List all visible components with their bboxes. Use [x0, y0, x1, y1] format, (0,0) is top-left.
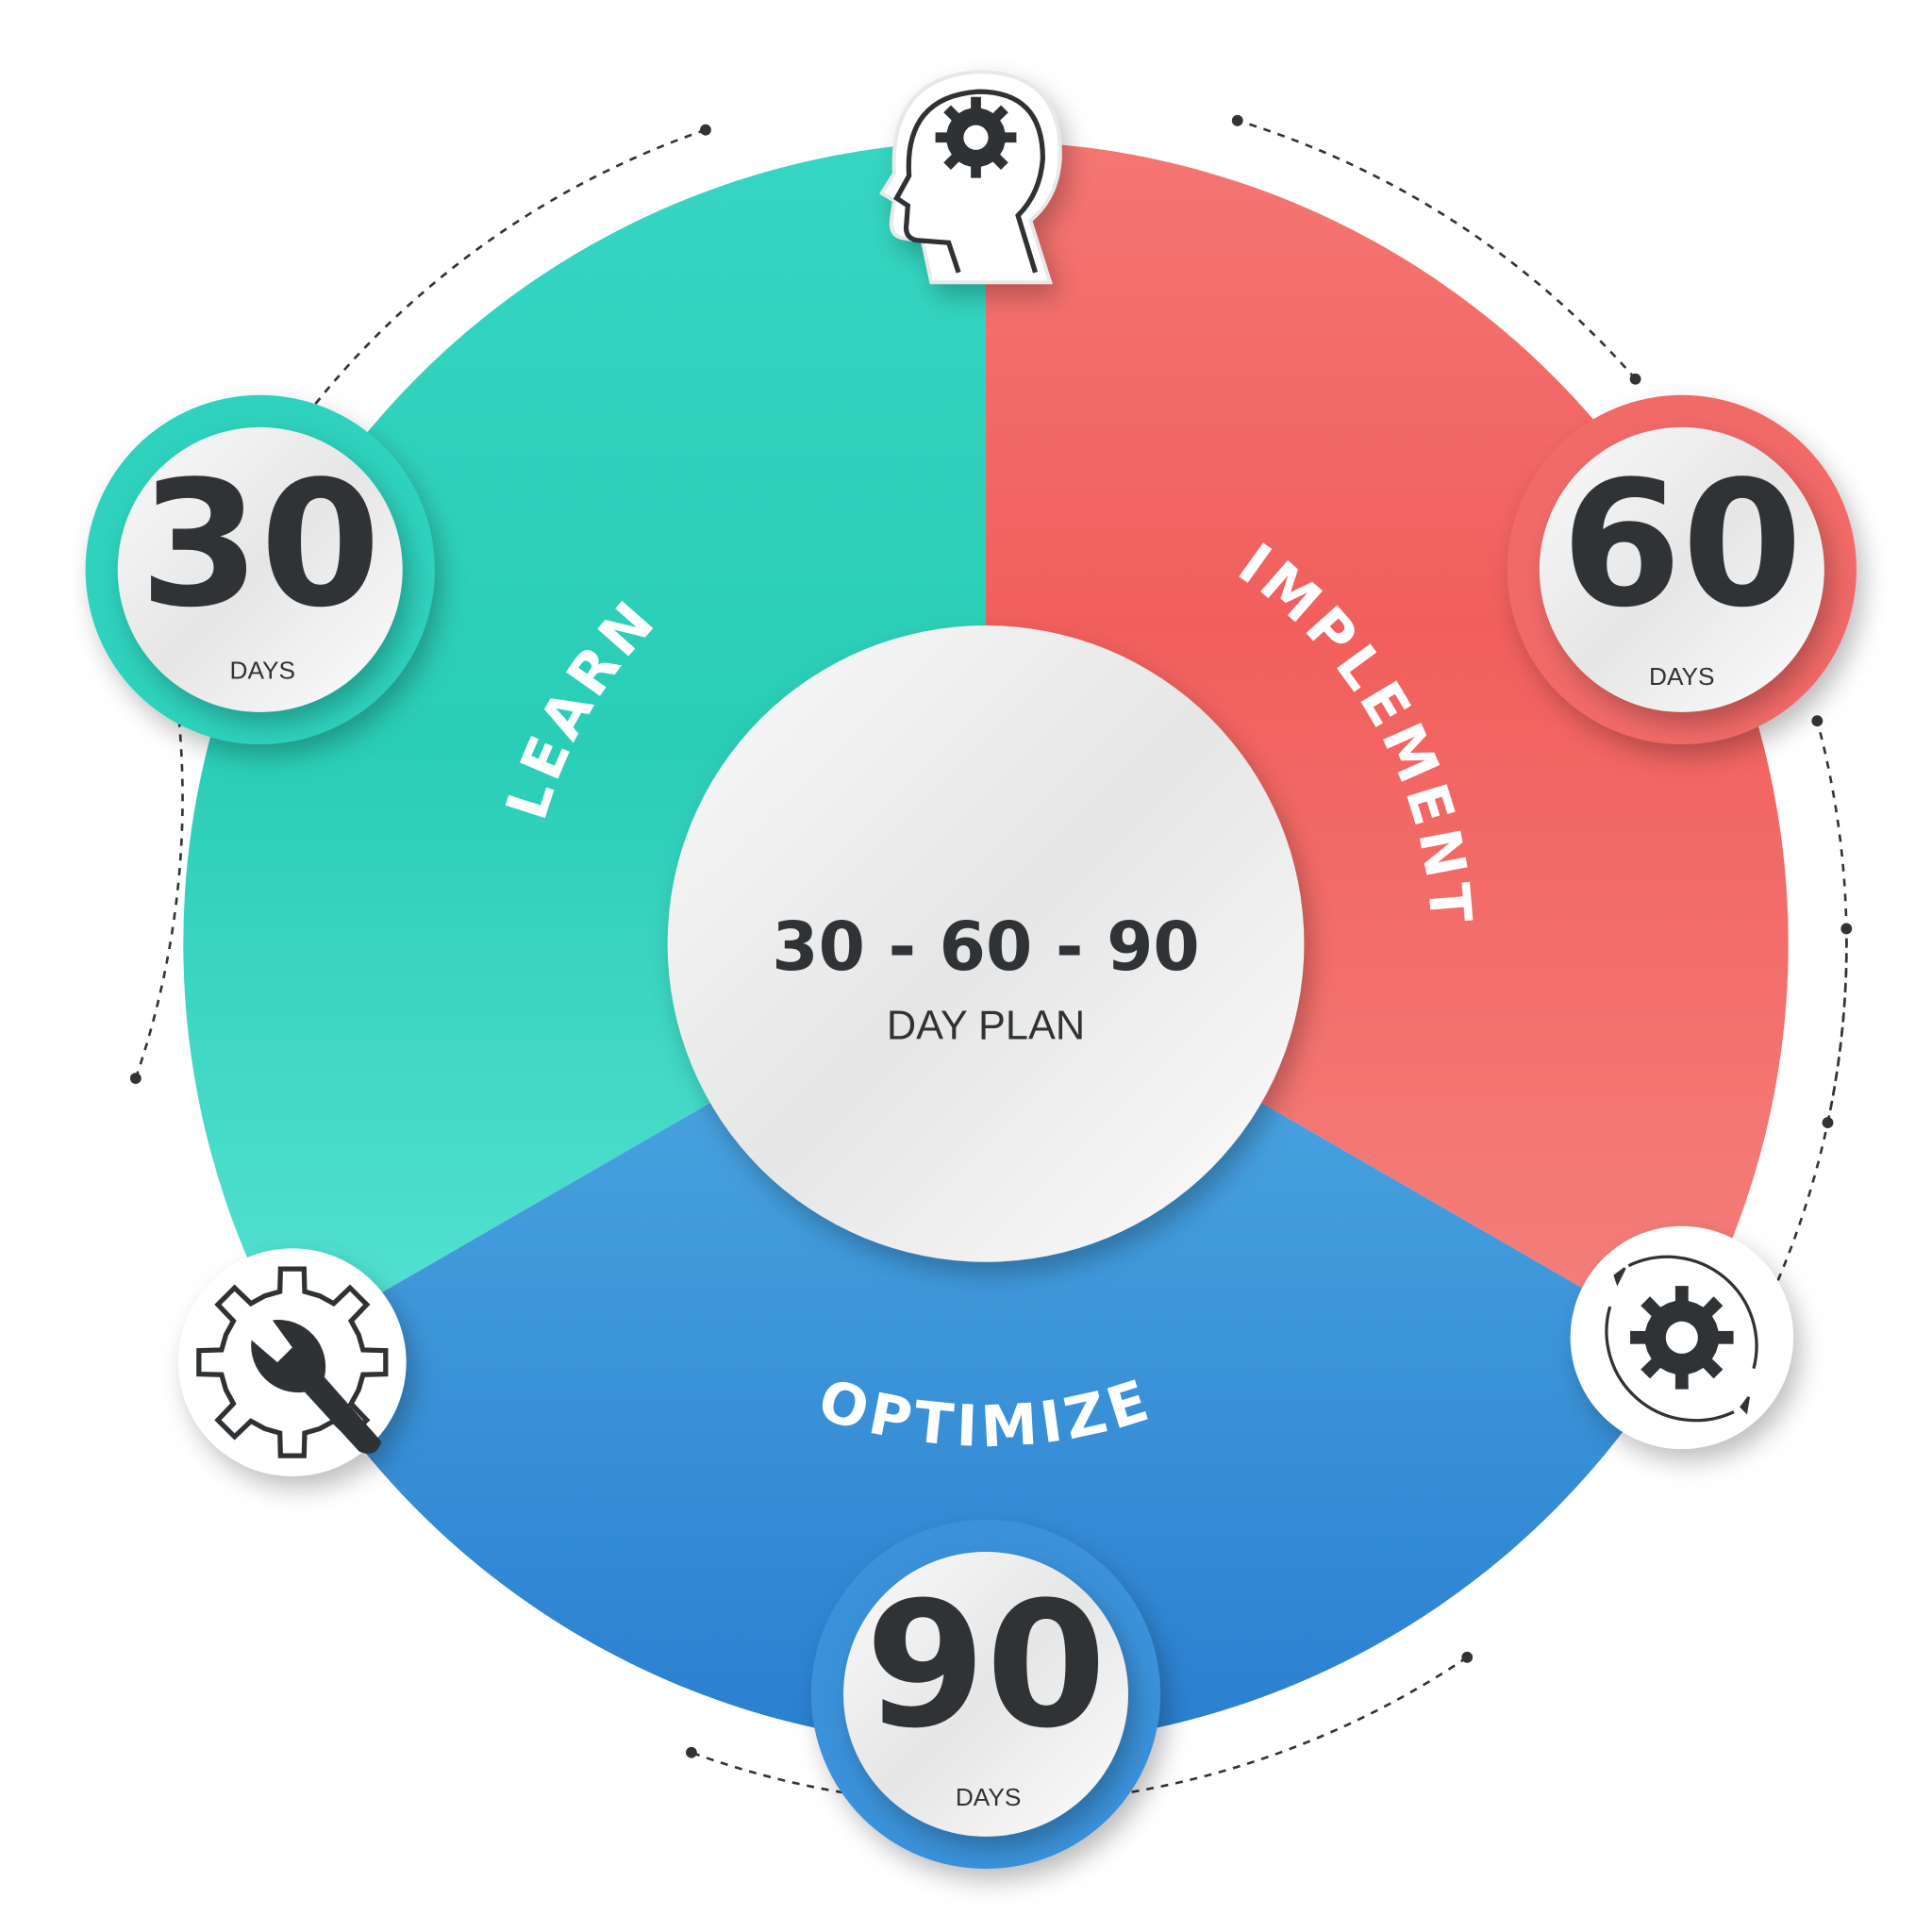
cycle-gear-icon — [1570, 1225, 1793, 1449]
badge-60-days: 60 DAYS — [1507, 394, 1857, 745]
center-circle — [667, 625, 1305, 1262]
arc-endpoint-dot — [129, 1073, 142, 1085]
arc-endpoint-dot — [1822, 1117, 1834, 1128]
arc-endpoint-dot — [686, 1746, 697, 1758]
badge-number: 60 — [1561, 444, 1803, 646]
arc-endpoint-dot — [1461, 1651, 1474, 1663]
badge-unit: DAYS — [956, 1783, 1022, 1811]
arc-endpoint-dot — [1629, 373, 1641, 385]
badge-number: 30 — [140, 444, 381, 646]
badge-30-days: 30 DAYS — [85, 394, 435, 745]
dotted-arc — [1237, 119, 1637, 380]
arc-endpoint-dot — [1231, 114, 1243, 126]
dotted-arc — [134, 663, 184, 1079]
center-subtitle: DAY PLAN — [887, 1003, 1085, 1048]
badge-90-days: 90 DAYS — [810, 1519, 1161, 1870]
center-title: 30 - 60 - 90 — [772, 908, 1199, 986]
badge-unit: DAYS — [1649, 662, 1715, 691]
sector-optimize — [291, 943, 1681, 1747]
dotted-arc — [246, 128, 707, 502]
dotted-arc — [1816, 720, 1848, 1124]
arc-endpoint-dot — [700, 124, 711, 136]
arc-endpoint-dot — [1811, 715, 1824, 727]
wrench-gear-icon — [178, 1248, 407, 1476]
badge-unit: DAYS — [230, 656, 296, 684]
head-gear-icon — [878, 70, 1062, 285]
badge-number: 90 — [865, 1565, 1107, 1767]
